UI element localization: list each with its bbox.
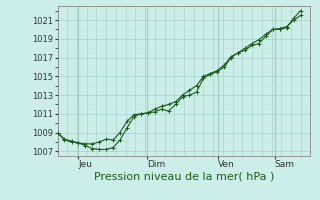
X-axis label: Pression niveau de la mer( hPa ): Pression niveau de la mer( hPa )	[94, 172, 274, 182]
